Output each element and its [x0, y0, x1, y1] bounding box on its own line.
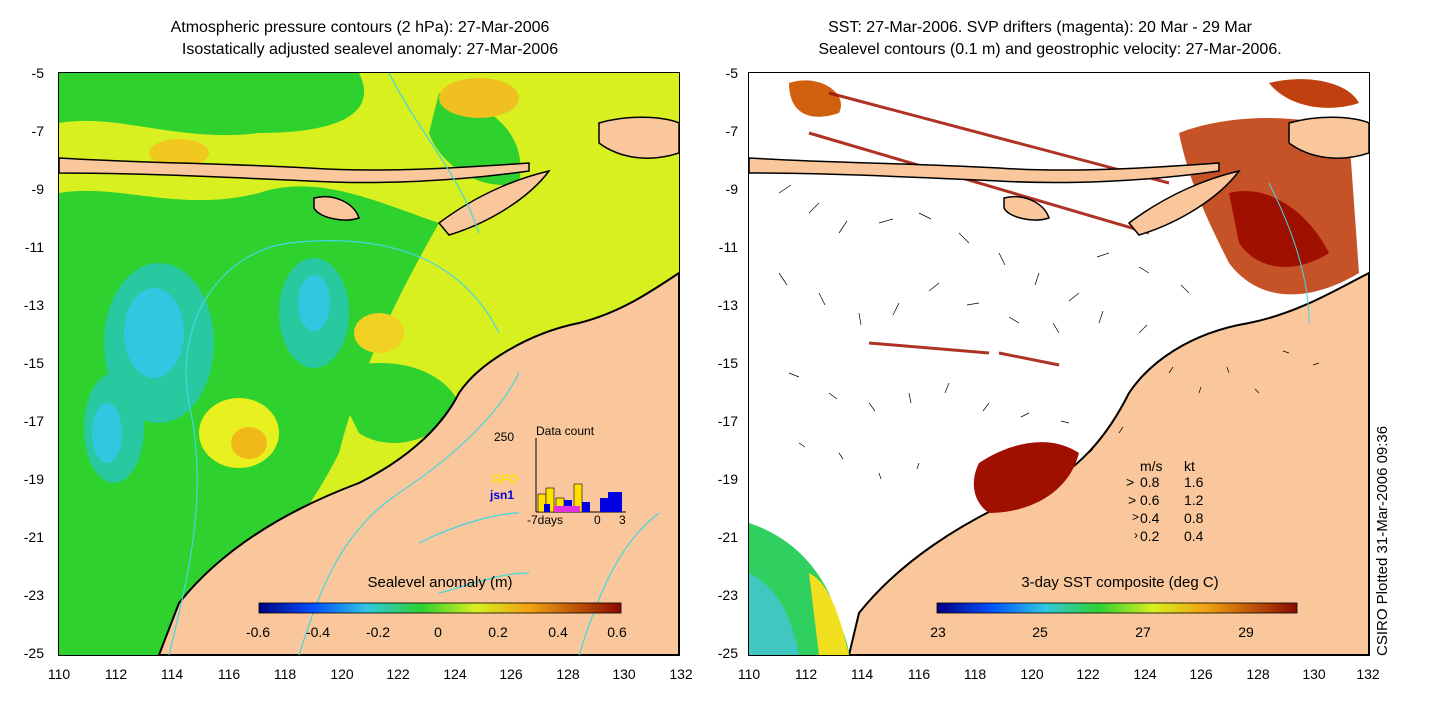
- left-title-line1: Atmospheric pressure contours (2 hPa): 2…: [170, 19, 550, 36]
- right-title-line1: SST: 27-Mar-2006. SVP drifters (magenta)…: [828, 19, 1252, 36]
- left-map[interactable]: [58, 72, 680, 656]
- left-title-line2: Isostatically adjusted sealevel anomaly:…: [181, 41, 559, 58]
- x-tick-label: 132: [669, 666, 693, 682]
- y-tick-label: -9: [725, 181, 738, 197]
- x-tick-label: 122: [1076, 666, 1100, 682]
- y-tick-label: -23: [23, 587, 44, 603]
- legend-arrow-icon: >: [1128, 492, 1137, 508]
- x-tick-label: 130: [1302, 666, 1326, 682]
- legend-ms: 0.6: [1140, 492, 1160, 508]
- x-tick-label: 112: [104, 666, 128, 682]
- legend-ms: 0.2: [1140, 528, 1160, 544]
- x-tick-label: 110: [737, 666, 761, 682]
- left-cb-label: -0.2: [365, 624, 391, 640]
- y-tick-label: -5: [725, 65, 738, 81]
- legend-kt: 0.4: [1184, 528, 1204, 544]
- inset-xlabel-start: -7days: [527, 513, 564, 527]
- left-cb-label: 0.2: [488, 624, 508, 640]
- legend-ms: 0.8: [1140, 474, 1160, 490]
- left-cb-label: 0.4: [548, 624, 568, 640]
- x-tick-label: 120: [330, 666, 354, 682]
- x-tick-label: 118: [963, 666, 987, 682]
- x-tick-label: 132: [1356, 666, 1380, 682]
- right-colorbar-title: 3-day SST composite (deg C): [1021, 574, 1219, 591]
- inset-series-gfo: GFO: [492, 472, 518, 486]
- inset-title: Data count: [536, 424, 595, 438]
- inset-xlabel-zero: 0: [594, 513, 601, 527]
- y-tick-label: -11: [24, 239, 44, 255]
- right-cb-label: 29: [1238, 624, 1254, 640]
- right-cb-label: 23: [930, 624, 946, 640]
- y-tick-label: -7: [31, 123, 44, 139]
- legend-ms: 0.4: [1140, 510, 1160, 526]
- x-tick-label: 130: [612, 666, 636, 682]
- y-tick-label: -7: [725, 123, 738, 139]
- y-tick-label: -21: [717, 529, 738, 545]
- y-tick-label: -25: [717, 645, 738, 661]
- y-tick-label: -19: [23, 471, 44, 487]
- y-tick-label: -13: [717, 297, 738, 313]
- legend-kt: 1.2: [1184, 492, 1204, 508]
- y-tick-label: -11: [718, 239, 738, 255]
- x-tick-label: 114: [850, 666, 874, 682]
- left-cb-label: 0: [434, 624, 442, 640]
- legend-header-ms: m/s: [1140, 458, 1163, 474]
- x-tick-label: 124: [1133, 666, 1157, 682]
- left-cb-label: -0.6: [245, 624, 271, 640]
- left-cb-label: 0.6: [607, 624, 627, 640]
- legend-arrow-icon: >: [1132, 510, 1140, 524]
- x-tick-label: 116: [217, 666, 241, 682]
- credit-label: CSIRO Plotted 31-Mar-2006 09:36: [1374, 425, 1391, 656]
- right-cb-label: 27: [1135, 624, 1151, 640]
- legend-arrow-icon: >: [1126, 474, 1135, 490]
- x-tick-label: 126: [1189, 666, 1213, 682]
- inset-xlabel-end: 3: [619, 513, 626, 527]
- right-title-line2: Sealevel contours (0.1 m) and geostrophi…: [818, 41, 1282, 58]
- x-tick-label: 126: [499, 666, 523, 682]
- left-colorbar-title: Sealevel anomaly (m): [367, 574, 513, 591]
- y-tick-label: -25: [23, 645, 44, 661]
- y-tick-label: -15: [717, 355, 738, 371]
- y-tick-label: -19: [717, 471, 738, 487]
- x-tick-label: 118: [273, 666, 297, 682]
- x-tick-label: 112: [794, 666, 818, 682]
- x-tick-label: 114: [160, 666, 184, 682]
- legend-kt: 0.8: [1184, 510, 1204, 526]
- x-tick-label: 116: [907, 666, 931, 682]
- y-tick-label: -21: [23, 529, 44, 545]
- right-map[interactable]: [748, 72, 1370, 656]
- inset-ymax: 250: [494, 430, 515, 444]
- x-tick-label: 124: [443, 666, 467, 682]
- x-tick-label: 122: [386, 666, 410, 682]
- legend-kt: 1.6: [1184, 474, 1204, 490]
- y-tick-label: -17: [717, 413, 738, 429]
- inset-series-jsn1: jsn1: [490, 488, 515, 502]
- legend-arrow-icon: ›: [1134, 528, 1138, 542]
- legend-header-kt: kt: [1184, 458, 1195, 474]
- inset-bars: [535, 438, 626, 513]
- y-tick-label: -13: [23, 297, 44, 313]
- y-tick-label: -5: [31, 65, 44, 81]
- x-tick-label: 110: [47, 666, 71, 682]
- y-tick-label: -15: [23, 355, 44, 371]
- x-tick-label: 128: [1246, 666, 1270, 682]
- right-cb-label: 25: [1032, 624, 1048, 640]
- left-cb-label: -0.4: [305, 624, 331, 640]
- y-tick-label: -9: [31, 181, 44, 197]
- y-tick-label: -23: [717, 587, 738, 603]
- x-tick-label: 128: [556, 666, 580, 682]
- y-tick-label: -17: [23, 413, 44, 429]
- x-tick-label: 120: [1020, 666, 1044, 682]
